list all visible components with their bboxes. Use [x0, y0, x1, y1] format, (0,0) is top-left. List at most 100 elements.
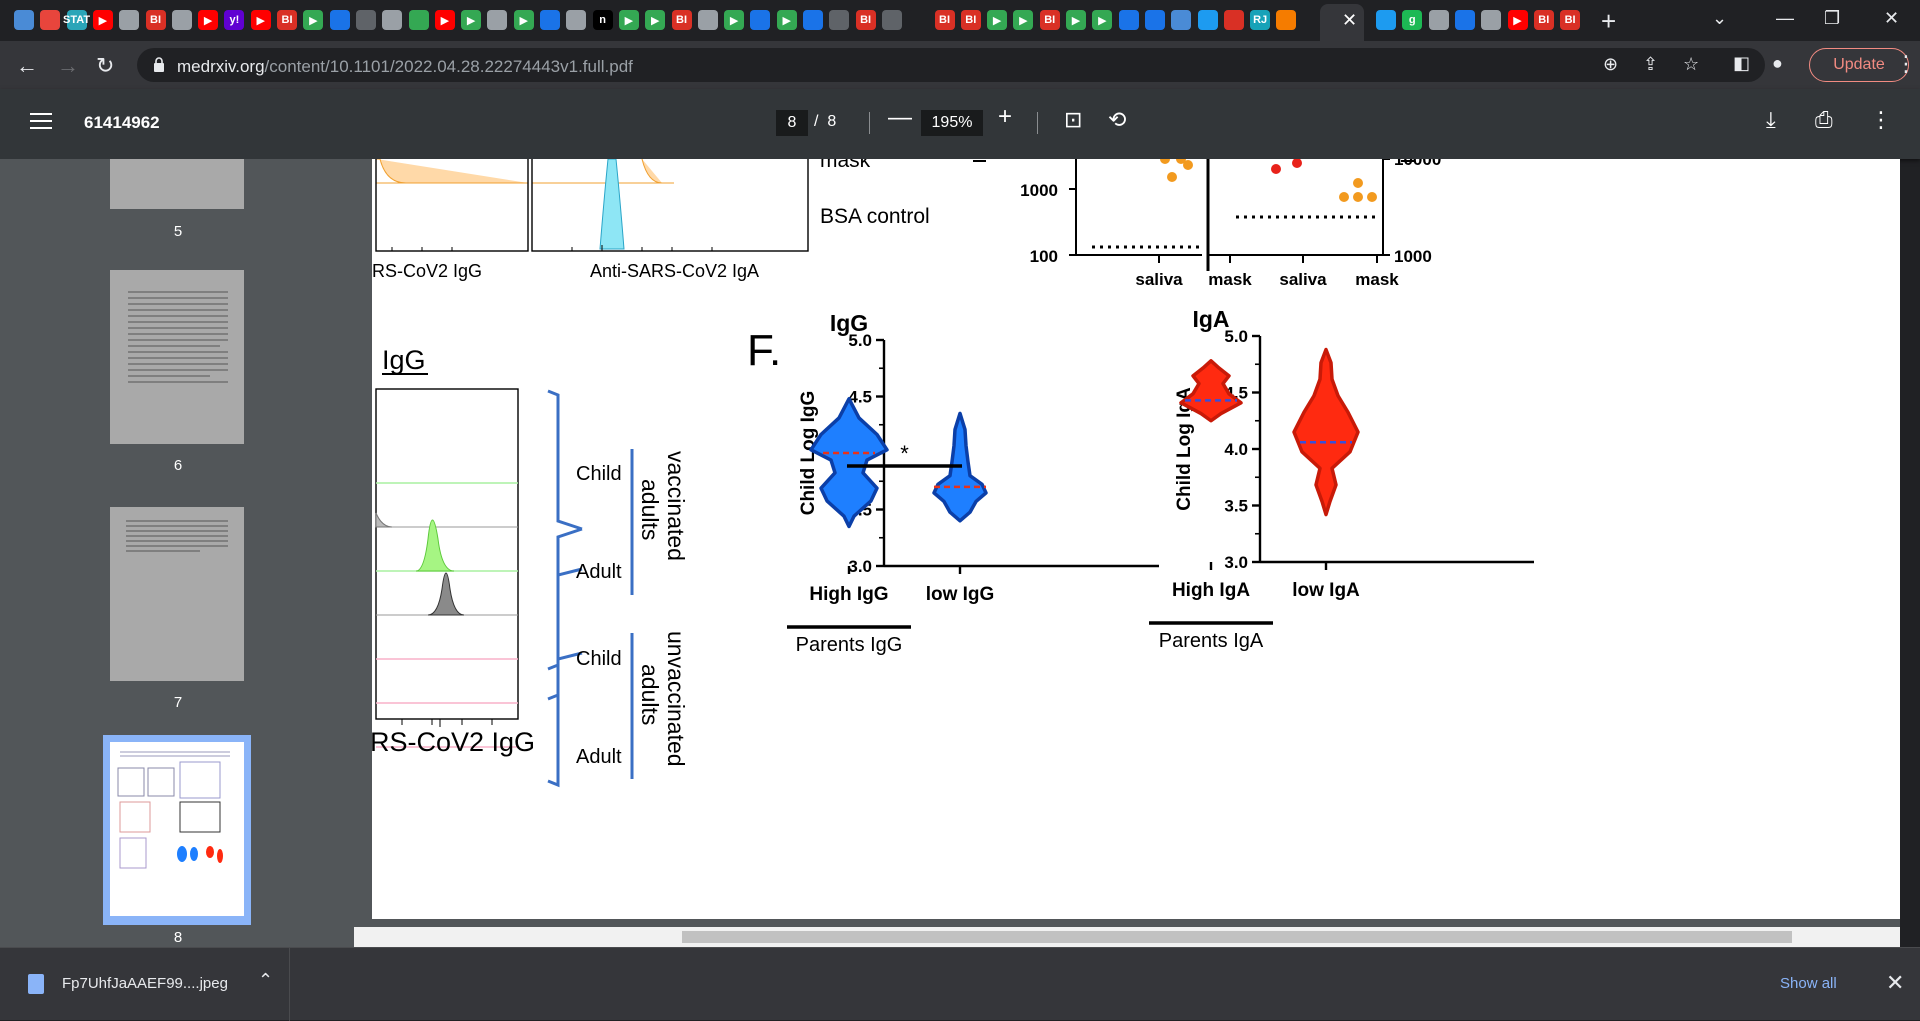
zoom-out-button[interactable]: — — [888, 104, 912, 131]
app-icon[interactable] — [1223, 10, 1244, 30]
youtube-icon[interactable]: ▶ — [250, 10, 271, 30]
globe-icon[interactable] — [487, 10, 508, 30]
search-icon[interactable] — [540, 10, 560, 30]
youtube-icon[interactable]: ▶ — [434, 10, 455, 30]
globe-icon[interactable] — [119, 10, 140, 30]
shield-icon[interactable] — [750, 10, 771, 30]
active-tab[interactable] — [1320, 4, 1364, 41]
bi-icon[interactable]: BI — [1533, 10, 1554, 30]
rotate-icon[interactable]: ⟲ — [1108, 107, 1127, 132]
stat-icon[interactable]: STAT — [63, 10, 90, 30]
forward-icon[interactable]: → — [57, 53, 79, 78]
app-icon[interactable] — [908, 10, 929, 30]
app-icon[interactable] — [355, 10, 376, 30]
search-icon[interactable] — [1144, 10, 1165, 30]
close-tab-icon[interactable]: ✕ — [1342, 10, 1358, 30]
zoom-input[interactable]: 195% — [921, 110, 983, 136]
shield-icon[interactable] — [329, 10, 350, 30]
youtube-icon[interactable]: ▶ — [198, 10, 219, 30]
app-icon[interactable] — [829, 10, 850, 30]
y-tick-label: 3.5 — [1224, 497, 1248, 516]
horizontal-scrollbar[interactable] — [354, 927, 1900, 947]
maximize-button[interactable]: ❐ — [1824, 8, 1841, 28]
rj-icon[interactable]: RJ — [1250, 10, 1271, 30]
share-icon[interactable]: ⇪ — [1643, 54, 1659, 74]
play-icon[interactable]: ▶ — [513, 10, 534, 30]
play-icon[interactable]: ▶ — [724, 10, 745, 30]
x-category-label: High IgA — [1172, 580, 1250, 601]
zoom-in-button[interactable]: + — [998, 103, 1013, 130]
play-icon[interactable]: ▶ — [987, 10, 1008, 30]
page-thumbnail-7[interactable] — [110, 507, 244, 681]
reload-icon[interactable]: ↻ — [96, 53, 115, 78]
yahoo-icon[interactable]: y! — [224, 10, 245, 30]
back-icon[interactable]: ← — [16, 53, 38, 78]
play-icon[interactable]: ▶ — [618, 10, 639, 30]
page-thumbnail-6[interactable] — [110, 270, 244, 444]
label-child-unvaccinated: Child — [576, 648, 622, 670]
print-icon[interactable]: ⎙ — [1815, 107, 1833, 132]
zoom-icon[interactable]: ⊕ — [1603, 54, 1619, 74]
globe-icon[interactable] — [14, 10, 34, 30]
fit-page-icon[interactable]: ⊡ — [1064, 107, 1083, 132]
play-icon[interactable]: ▶ — [1013, 10, 1034, 30]
tab-search-icon[interactable]: ⌄ — [1712, 8, 1728, 28]
bi-icon[interactable]: BI — [855, 10, 876, 30]
page-thumbnail-8[interactable] — [110, 742, 244, 916]
category-mask: mask — [1208, 270, 1252, 289]
horizontal-scroll-thumb[interactable] — [682, 931, 1792, 943]
youtube-icon[interactable]: ▶ — [92, 10, 113, 30]
address-bar[interactable]: medrxiv.org/content/10.1101/2022.04.28.2… — [137, 48, 1765, 82]
globe-icon[interactable] — [1428, 10, 1449, 30]
grid-icon[interactable] — [408, 10, 429, 30]
side-panel-icon[interactable]: ◧ — [1733, 53, 1751, 73]
bi-icon[interactable]: BI — [671, 10, 692, 30]
bi-icon[interactable]: BI — [277, 10, 297, 30]
globe-icon[interactable] — [171, 10, 192, 30]
bi-icon[interactable]: BI — [1560, 10, 1581, 30]
bi-icon[interactable]: BI — [1039, 10, 1060, 30]
n-icon[interactable]: n — [592, 10, 613, 30]
app-icon[interactable] — [881, 10, 902, 30]
profile-icon[interactable]: ● — [1772, 53, 1783, 73]
bookmark-star-icon[interactable]: ☆ — [1683, 54, 1700, 74]
show-all-button[interactable]: Show all — [1780, 975, 1837, 992]
twitter-icon[interactable] — [1197, 10, 1218, 30]
chevron-up-icon[interactable]: ⌃ — [258, 970, 274, 990]
search-icon[interactable] — [803, 10, 823, 30]
update-button[interactable]: Update — [1809, 48, 1909, 82]
search-icon[interactable] — [1454, 10, 1475, 30]
more-actions-icon[interactable]: ⋮ — [1870, 107, 1892, 132]
close-download-bar-button[interactable]: ✕ — [1886, 970, 1905, 995]
globe-icon[interactable] — [566, 10, 587, 30]
play-icon[interactable]: ▶ — [461, 10, 482, 30]
play-icon[interactable]: ▶ — [1066, 10, 1086, 30]
download-icon[interactable]: ⤓ — [1766, 107, 1776, 132]
play-icon[interactable]: ▶ — [303, 10, 324, 30]
bi-icon[interactable]: BI — [960, 10, 981, 30]
globe-icon[interactable] — [1481, 10, 1502, 30]
download-item[interactable]: Fp7UhfJaAAEF99....jpeg ⌃ — [0, 948, 290, 1021]
globe-icon[interactable] — [697, 10, 718, 30]
youtube-icon[interactable]: ▶ — [1507, 10, 1528, 30]
bi-icon[interactable]: BI — [145, 10, 166, 30]
play-icon[interactable]: ▶ — [1092, 10, 1113, 30]
bi-icon[interactable]: BI — [934, 10, 955, 30]
url-text: medrxiv.org/content/10.1101/2022.04.28.2… — [177, 57, 633, 76]
search-icon[interactable] — [1118, 10, 1139, 30]
app-icon[interactable] — [40, 10, 61, 30]
menu-icon[interactable] — [30, 113, 52, 131]
g-icon[interactable]: g — [1402, 10, 1423, 30]
page-number-input[interactable]: 8 — [776, 110, 808, 136]
globe-icon[interactable] — [382, 10, 403, 30]
play-icon[interactable]: ▶ — [776, 10, 797, 30]
window-close-button[interactable]: ✕ — [1884, 8, 1900, 28]
new-tab-button[interactable]: + — [1601, 6, 1617, 36]
browser-menu-icon[interactable]: ⋮ — [1895, 51, 1917, 76]
app-icon[interactable] — [1276, 10, 1297, 30]
play-icon[interactable]: ▶ — [645, 10, 666, 30]
minimize-button[interactable]: — — [1776, 8, 1794, 28]
twitter-icon[interactable] — [1376, 10, 1396, 30]
page-thumbnail-5[interactable] — [110, 159, 244, 209]
globe-icon[interactable] — [1171, 10, 1192, 30]
